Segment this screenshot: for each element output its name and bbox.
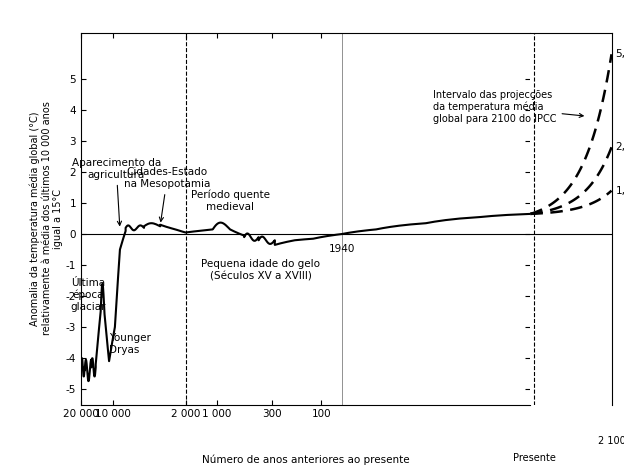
Text: 2 100: 2 100	[598, 436, 624, 446]
Text: Última
época
glaciаr: Última época glaciаr	[71, 278, 106, 312]
Text: Intervalo das projecções
da temperatura média
global para 2100 do IPCC: Intervalo das projecções da temperatura …	[433, 90, 583, 124]
Text: Cidades-Estado
na Mesopotamia: Cidades-Estado na Mesopotamia	[124, 167, 210, 221]
Text: 5,8ºC: 5,8ºC	[615, 49, 624, 59]
Text: Aparecimento da
agricultura: Aparecimento da agricultura	[72, 158, 161, 226]
X-axis label: Número de anos anteriores ao presente
(Escala Logarítmica): Número de anos anteriores ao presente (E…	[202, 454, 409, 465]
Text: Pequena idade do gelo
(Séculos XV a XVIII): Pequena idade do gelo (Séculos XV a XVII…	[202, 259, 320, 281]
Text: 1940: 1940	[329, 244, 355, 254]
Y-axis label: Anomalia da temperatura média global (°C)
relativamente à média dos últimos 10 0: Anomalia da temperatura média global (°C…	[29, 102, 63, 335]
Text: Período quente
medieval: Período quente medieval	[190, 190, 270, 212]
Text: Presente
(2004): Presente (2004)	[513, 453, 556, 465]
Text: Younger
Dryas: Younger Dryas	[109, 333, 151, 355]
Text: 1,4ºC: 1,4ºC	[615, 186, 624, 196]
Text: 2,8ºC: 2,8ºC	[615, 142, 624, 152]
